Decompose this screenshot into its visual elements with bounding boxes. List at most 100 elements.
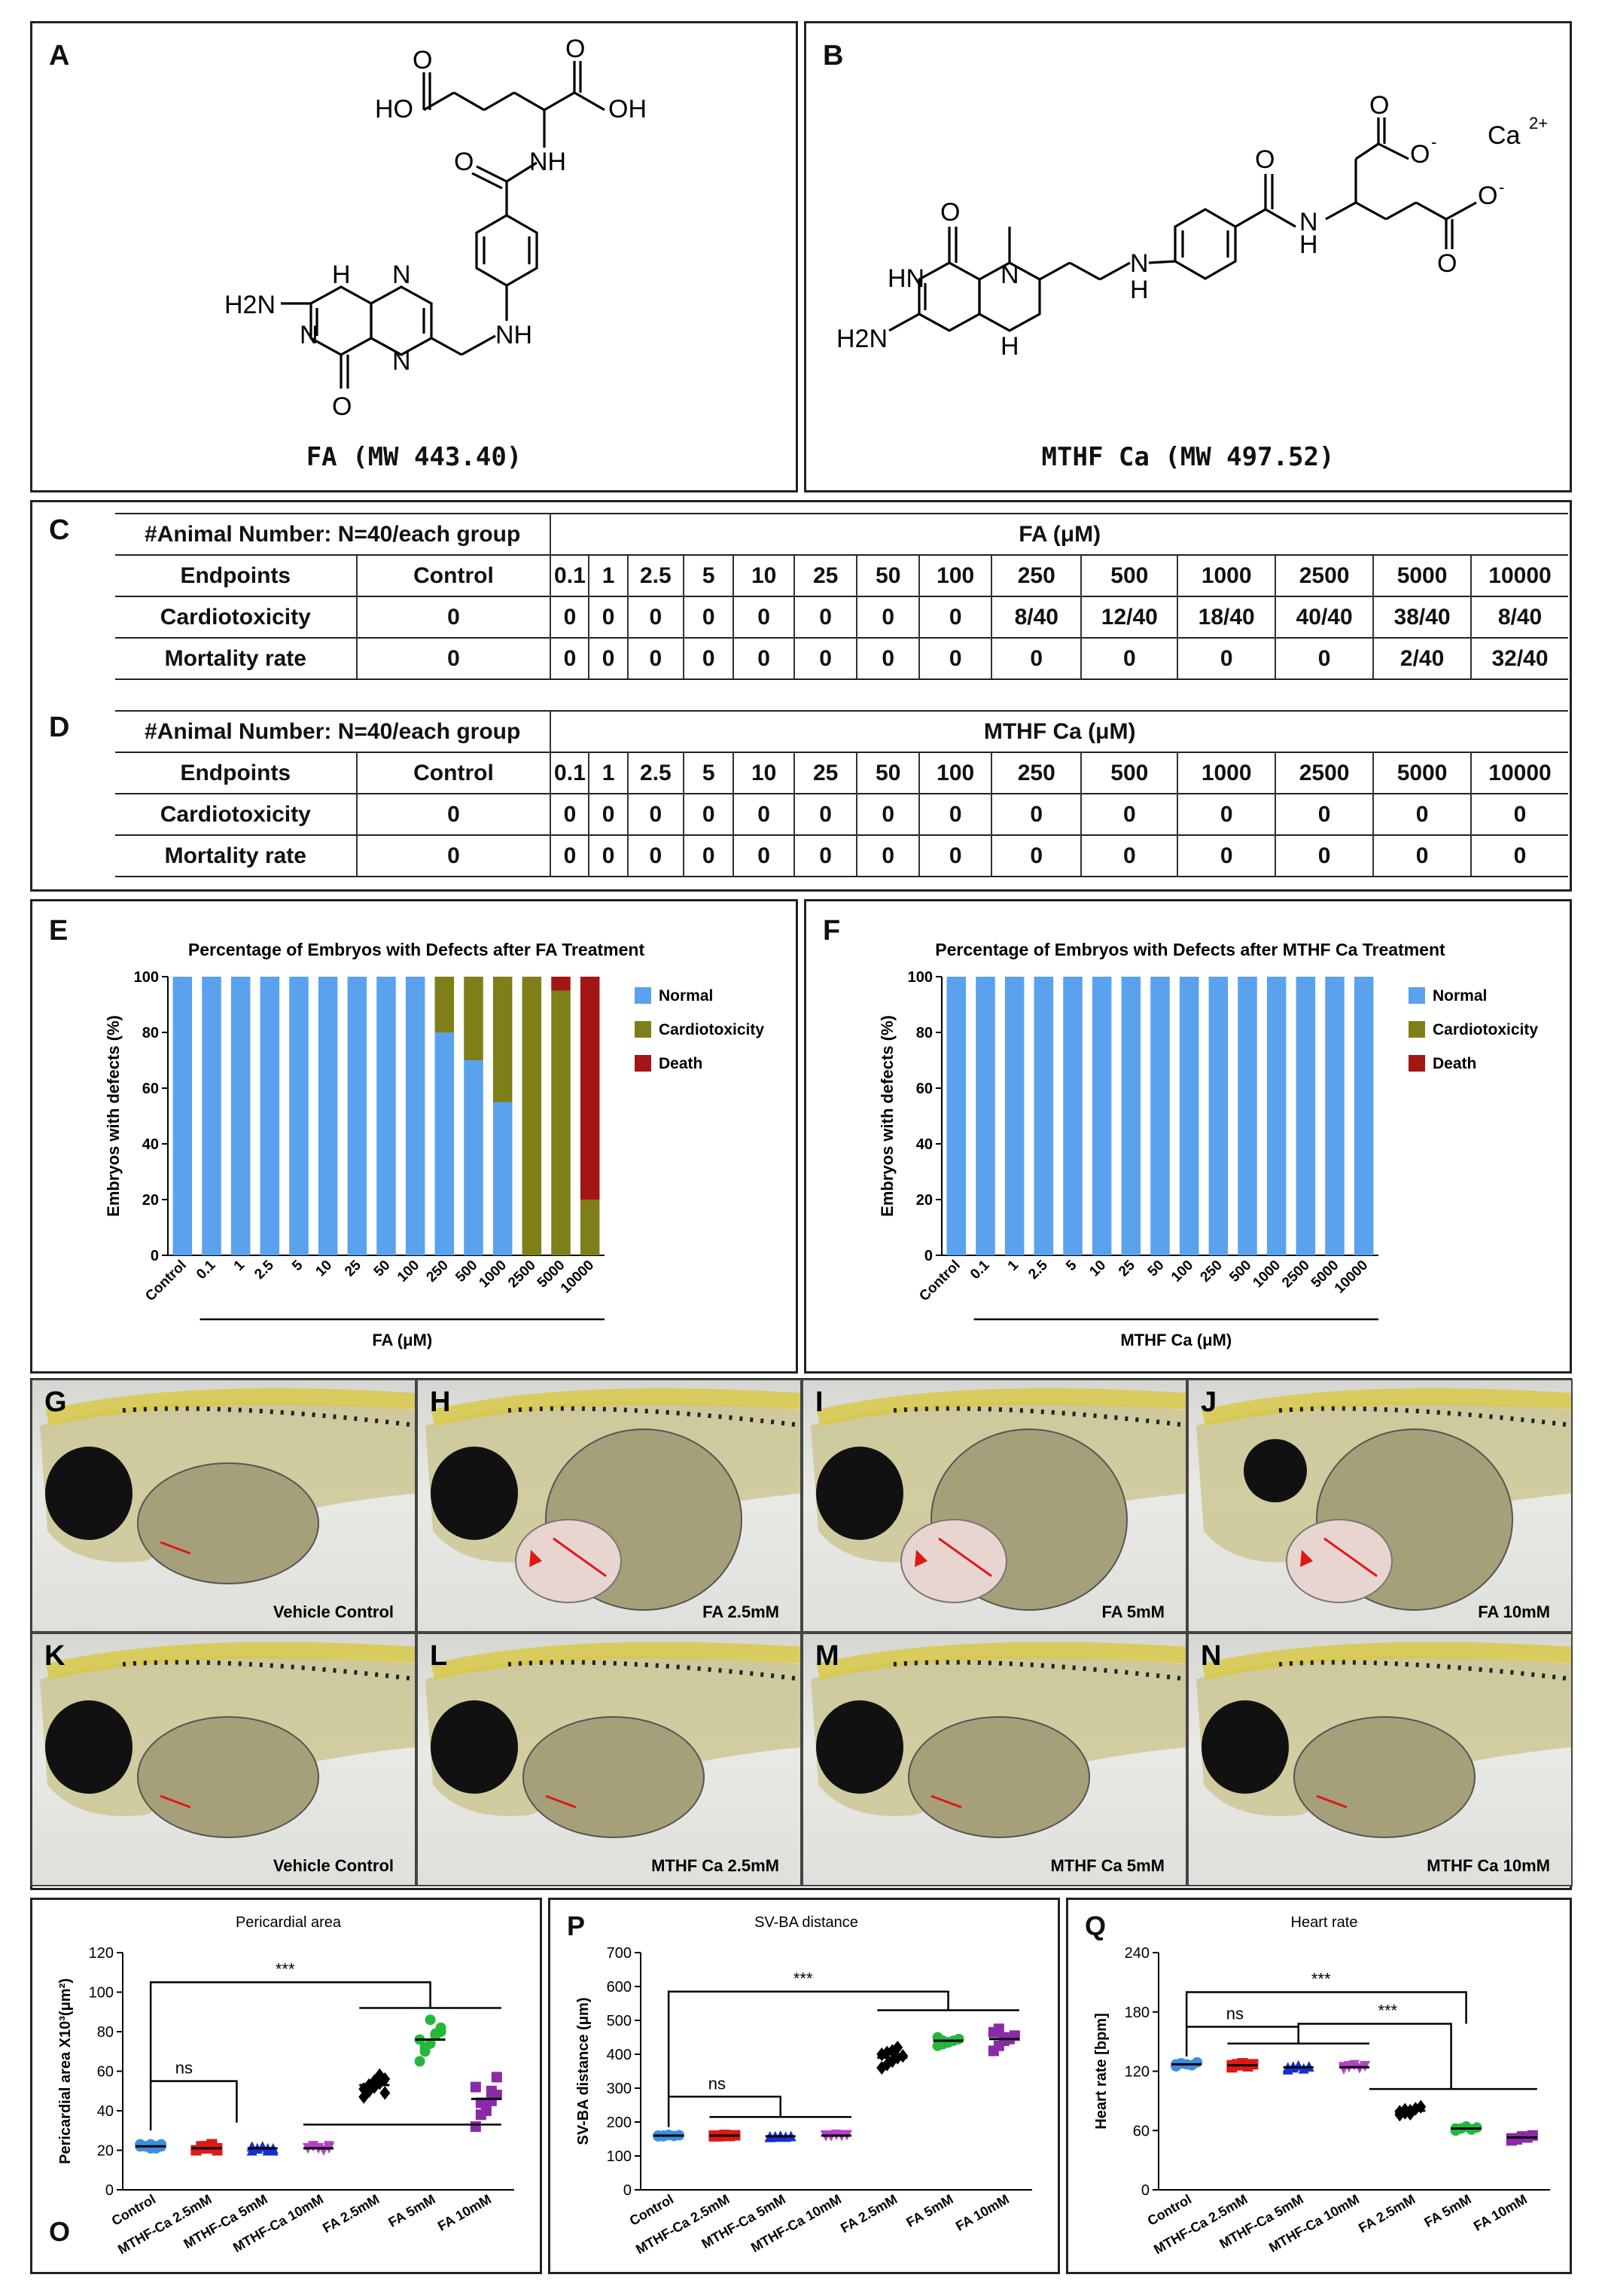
sv-ba-arrow-icon xyxy=(553,1537,607,1578)
fa-table-cell: 0 xyxy=(355,637,551,680)
chart-f-bar-normal xyxy=(1034,977,1054,1255)
chart-e-ylabel: Embryos with defects (%) xyxy=(104,1015,123,1217)
mthf-atom-h2: H xyxy=(1130,276,1149,304)
chart-q-ytick-label: 240 xyxy=(1125,1945,1150,1962)
zebrafish-larva xyxy=(40,1388,415,1584)
mthf-table-cell: 0 xyxy=(918,793,992,835)
mthf-ion: Ca xyxy=(1488,121,1521,150)
mthf-table-cell: 0 xyxy=(793,793,857,835)
fa-table-cell: 0 xyxy=(1177,637,1276,680)
chart-o-point xyxy=(470,2081,481,2093)
photo-panel-m: M MTHF Ca 5mM xyxy=(802,1633,1187,1886)
photo-panel-n: N MTHF Ca 10mM xyxy=(1187,1633,1573,1886)
chart-p-point xyxy=(953,2033,964,2044)
mthf-table-cell: #Animal Number: N=40/each group xyxy=(115,710,551,752)
chart-o-point xyxy=(379,2072,391,2087)
fa-table-cell: 2.5 xyxy=(626,554,684,596)
panel-label-a: A xyxy=(49,40,70,72)
chart-q-sig-bracket xyxy=(1185,1991,1467,2027)
zebrafish-larva xyxy=(1196,1642,1571,1838)
chart-o-ytick-label: 0 xyxy=(105,2182,114,2199)
chart-e-legend-label: Cardiotoxicity xyxy=(659,1021,764,1038)
fa-table-cell: 0 xyxy=(683,596,734,638)
mthf-atom-o6: O xyxy=(1478,181,1497,210)
chart-e-bar-cardiotoxicity xyxy=(464,977,483,1060)
fa-atom-nh-amide: NH xyxy=(529,148,566,176)
larva-melanophores xyxy=(122,1660,415,1682)
mthf-table-data-row: Cardiotoxicity 0 0 0 0 0 0 0 0 0 0 0 0 0 0 0 xyxy=(115,793,1568,835)
chart-p-title: SV-BA distance xyxy=(754,1914,858,1931)
fa-atom-n2: N xyxy=(392,347,411,376)
chart-o-ytick-label: 40 xyxy=(97,2103,114,2120)
larva-yolk xyxy=(1293,1716,1476,1838)
panel-label-q: Q xyxy=(1085,1910,1107,1941)
mthf-atom-n2: N xyxy=(1130,249,1149,278)
chart-o-point xyxy=(491,2072,502,2083)
chart-o-xtick-label: FA 10mM xyxy=(435,2191,494,2234)
mthf-atom-o4: O xyxy=(1410,140,1430,169)
chart-e-xtick-label: 10000 xyxy=(558,1258,597,1297)
fa-table-cell: 500 xyxy=(1080,554,1178,596)
fa-table-cell: Cardiotoxicity xyxy=(115,596,357,638)
fa-table-cell: FA (μM) xyxy=(550,513,1568,555)
mthf-table-cell: 2500 xyxy=(1275,752,1374,794)
panel-q: Q Heart rate 0 60 120 180 240 Heart rate [bpm]… xyxy=(1066,1898,1572,2274)
mthf-table-cell: 10 xyxy=(732,752,795,794)
mthf-table-cell: 0 xyxy=(793,834,857,877)
larva-melanophores xyxy=(122,1406,415,1428)
chart-e-bar-cardiotoxicity xyxy=(551,990,571,1255)
mthf-table-cell: Mortality rate xyxy=(115,834,357,877)
chart-o-point xyxy=(486,2085,497,2096)
fa-table-cell: Control xyxy=(355,554,551,596)
photo-panel-i: I FA 5mM xyxy=(802,1379,1187,1633)
chart-f-xtick-label: Control xyxy=(916,1258,964,1305)
chart-e-bar-cardiotoxicity xyxy=(522,977,542,1255)
mthf-table-cell: 10000 xyxy=(1470,752,1568,794)
larva-yolk xyxy=(137,1716,319,1838)
photo-caption: FA 5mM xyxy=(1101,1602,1165,1621)
pericardial-edema xyxy=(900,1519,1007,1603)
fa-table-cell: 18/40 xyxy=(1177,596,1276,638)
chart-e-xtick-label: 10 xyxy=(312,1258,335,1280)
mthf-table-cell: 0 xyxy=(1177,793,1276,835)
mthf-table-cell: 0 xyxy=(683,793,734,835)
mthf-table-cell: 100 xyxy=(918,752,992,794)
sv-ba-arrow-icon xyxy=(1316,1794,1348,1809)
mthf-table-cell: 5000 xyxy=(1372,752,1472,794)
fa-table-cell: 40/40 xyxy=(1275,596,1374,638)
chart-e-bar-cardiotoxicity xyxy=(580,1200,600,1255)
fa-table-data-row: Mortality rate 0 0 0 0 0 0 0 0 0 0 0 0 0 2/40 32/40 xyxy=(115,637,1568,680)
chart-q-title: Heart rate xyxy=(1291,1914,1358,1931)
chart-e-xtick-label: 100 xyxy=(394,1258,422,1285)
fa-atom-o2: O xyxy=(565,35,585,63)
photo-label: K xyxy=(44,1640,65,1672)
chart-f-xtick-label: 250 xyxy=(1198,1258,1226,1285)
chart-o-point xyxy=(212,2145,223,2156)
larva-pigment-stripe xyxy=(1202,1642,1571,1680)
mthf-atom-hn: HN xyxy=(888,264,924,293)
chart-o-ylabel: Pericardial area X10³(μm²) xyxy=(57,1978,74,2164)
larva-eye xyxy=(816,1700,903,1794)
mthf-table-cell: 0 xyxy=(550,834,589,877)
chart-q-ylabel: Heart rate [bpm] xyxy=(1093,2013,1110,2129)
larva-pigment-stripe xyxy=(816,1642,1186,1680)
mthf-atom-o5: O xyxy=(1437,249,1457,278)
mthf-table-cell: 0 xyxy=(991,793,1082,835)
fa-atom-nh-link: NH xyxy=(495,321,532,349)
chart-e: Percentage of Embryos with Defects after… xyxy=(104,940,764,1349)
fa-table-cell: 0 xyxy=(856,596,920,638)
fa-table-cell: 25 xyxy=(793,554,857,596)
chart-o-point xyxy=(156,2139,167,2150)
chart-e-ytick-label: 20 xyxy=(142,1192,159,1209)
chart-f-xtick-label: 1 xyxy=(1005,1257,1022,1274)
zebrafish-larva xyxy=(425,1388,800,1611)
fa-table-cell: 0 xyxy=(793,637,857,680)
photo-panel-h: H FA 2.5mM xyxy=(416,1379,802,1633)
chart-q-sig-label: *** xyxy=(1378,2002,1397,2020)
mthf-table-cell: 0 xyxy=(588,793,628,835)
chart-q-xtick-label: FA 10mM xyxy=(1471,2191,1530,2234)
chart-f-bar-normal xyxy=(1150,977,1170,1255)
chart-o-point xyxy=(358,2090,370,2104)
larva-melanophores xyxy=(893,1406,1186,1428)
